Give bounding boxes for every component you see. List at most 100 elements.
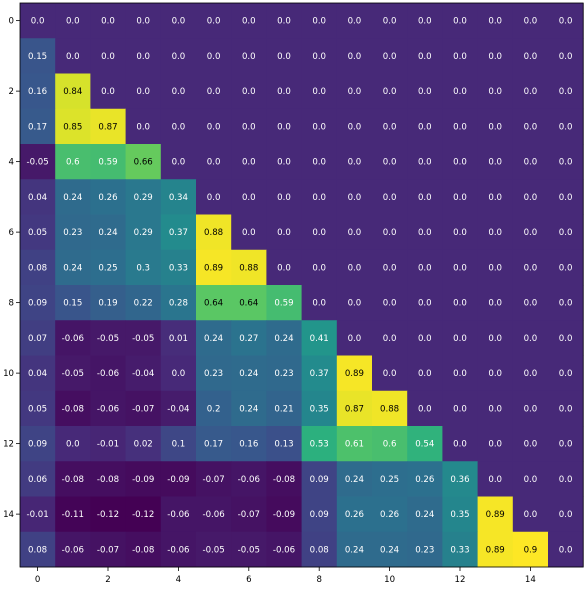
cell-value-label: 0.09	[310, 475, 329, 485]
heatmap-cell	[477, 496, 514, 533]
heatmap-cell	[442, 144, 478, 180]
heatmap-cell	[196, 390, 232, 427]
cell-value-label: 0.0	[488, 17, 502, 27]
cell-value-label: 0.08	[28, 545, 47, 555]
cell-value-label: 0.89	[486, 510, 505, 520]
cell-value-label: 0.0	[559, 545, 573, 555]
heatmap-cell	[90, 496, 126, 533]
heatmap-cell	[512, 320, 549, 356]
cell-value-label: 0.02	[134, 440, 153, 450]
heatmap-cell	[372, 144, 408, 180]
heatmap-cell	[407, 38, 443, 74]
heatmap-cell	[90, 179, 126, 215]
heatmap-cell	[512, 355, 549, 392]
cell-value-label: 0.0	[559, 158, 573, 168]
heatmap-cell	[372, 3, 408, 39]
cell-value-label: 0.34	[169, 193, 188, 203]
y-tick-label: 6	[9, 228, 14, 238]
cell-value-label: 0.0	[524, 228, 538, 238]
heatmap-cell	[55, 320, 91, 356]
cell-value-label: 0.0	[524, 263, 538, 273]
heatmap-cell	[336, 285, 373, 321]
cell-value-label: 0.0	[524, 17, 538, 27]
heatmap-cell	[196, 285, 232, 321]
cell-value-label: 0.0	[207, 122, 221, 132]
cell-value-label: 0.0	[312, 193, 326, 203]
cell-value-label: 0.25	[98, 263, 117, 273]
cell-value-label: 0.0	[136, 122, 150, 132]
heatmap-cell	[160, 461, 197, 497]
cell-value-label: 0.0	[383, 122, 397, 132]
heatmap-cell	[407, 461, 443, 497]
heatmap-cell	[90, 108, 126, 145]
heatmap-cell	[160, 38, 197, 74]
heatmap-cell	[20, 108, 56, 145]
cell-value-label: 0.0	[101, 87, 115, 97]
heatmap-cell	[336, 531, 373, 568]
cell-value-label: 0.0	[66, 52, 80, 62]
heatmap-cell	[512, 108, 549, 145]
heatmap-cell	[231, 144, 267, 180]
heatmap-cell	[125, 73, 162, 110]
heatmap-cell	[477, 179, 514, 215]
cell-value-label: 0.0	[136, 17, 150, 27]
heatmap-cell	[407, 320, 443, 356]
cell-value-label: 0.0	[383, 369, 397, 379]
heatmap-cell	[90, 285, 126, 321]
cell-value-label: 0.0	[172, 87, 186, 97]
cell-value-label: -0.12	[132, 510, 154, 520]
cell-value-label: 0.0	[524, 510, 538, 520]
heatmap-cell	[160, 390, 197, 427]
x-tick-label: 0	[35, 575, 40, 585]
heatmap-cell	[20, 214, 56, 251]
cell-value-label: 0.0	[383, 299, 397, 309]
cell-value-label: 0.0	[312, 52, 326, 62]
cell-value-label: -0.06	[97, 404, 119, 414]
heatmap-cell	[336, 390, 373, 427]
heatmap-cell	[160, 531, 197, 568]
cell-value-label: 0.87	[98, 122, 117, 132]
heatmap-cell	[407, 390, 443, 427]
cell-value-label: 0.09	[310, 510, 329, 520]
heatmap-cell	[231, 426, 267, 462]
y-tick-label: 0	[9, 17, 14, 27]
heatmap-cell	[55, 390, 91, 427]
cell-value-label: 0.0	[136, 87, 150, 97]
cell-value-label: 0.0	[348, 228, 362, 238]
cell-value-label: 0.0	[312, 228, 326, 238]
heatmap-cell	[90, 320, 126, 356]
heatmap-cell	[442, 320, 478, 356]
heatmap-cell	[160, 108, 197, 145]
cell-value-label: 0.0	[277, 158, 291, 168]
cell-value-label: 0.0	[559, 334, 573, 344]
heatmap-cell	[90, 426, 126, 462]
heatmap-cell	[301, 426, 338, 462]
cell-value-label: 0.3	[136, 263, 150, 273]
heatmap-cell	[301, 285, 338, 321]
cell-value-label: 0.26	[345, 510, 364, 520]
cell-value-label: 0.0	[559, 263, 573, 273]
cell-value-label: 0.0	[242, 228, 256, 238]
heatmap-cell	[372, 320, 408, 356]
x-tick-label: 12	[455, 575, 466, 585]
cell-value-label: 0.0	[66, 17, 80, 27]
heatmap-cell	[20, 285, 56, 321]
cell-value-label: 0.0	[559, 17, 573, 27]
cell-value-label: 0.24	[415, 510, 434, 520]
heatmap-cell	[266, 73, 302, 110]
heatmap-cell	[196, 214, 232, 251]
heatmap-cell	[231, 461, 267, 497]
heatmap-cell	[372, 179, 408, 215]
cell-value-label: -0.06	[202, 510, 224, 520]
cell-value-label: 0.24	[63, 263, 82, 273]
heatmap-cell	[20, 320, 56, 356]
heatmap-cell	[301, 390, 338, 427]
y-tick-label: 4	[9, 158, 14, 168]
heatmap-cell	[548, 355, 584, 392]
heatmap-cell	[125, 179, 162, 215]
x-tick-label: 6	[246, 575, 251, 585]
heatmap-cell	[336, 3, 373, 39]
heatmap-cell	[55, 461, 91, 497]
heatmap-cell	[266, 108, 302, 145]
